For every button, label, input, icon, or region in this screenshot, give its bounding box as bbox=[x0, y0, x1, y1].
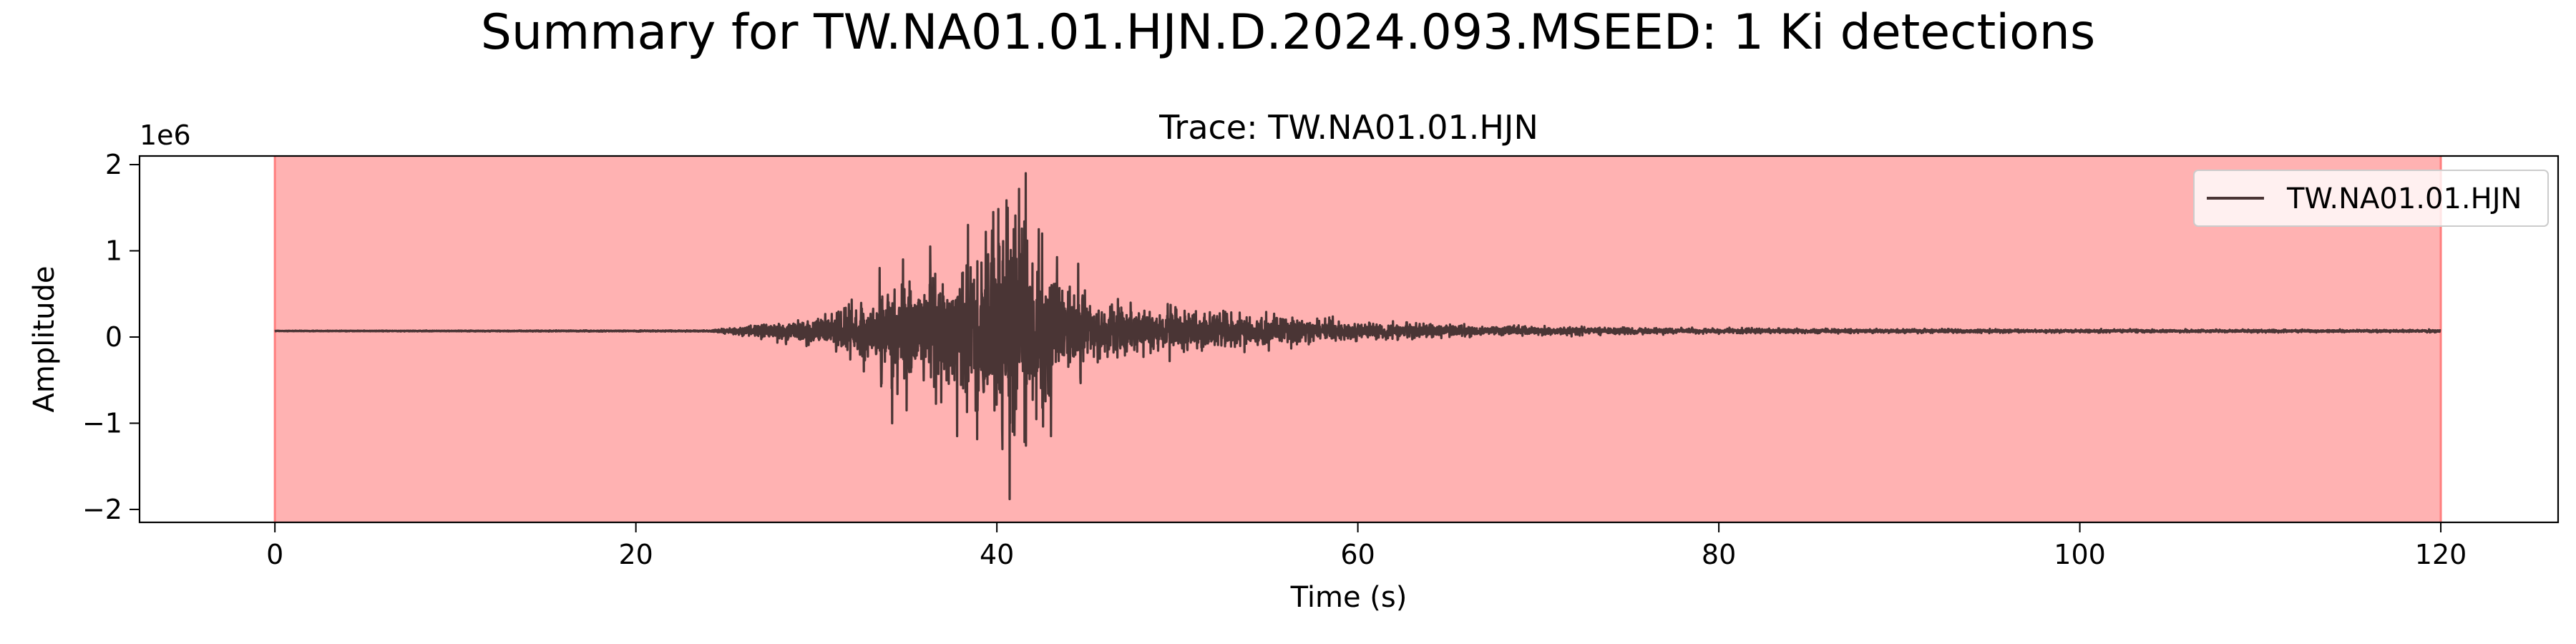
y-offset-text: 1e6 bbox=[140, 119, 191, 151]
x-tick-label: 0 bbox=[266, 539, 283, 570]
waveform-line bbox=[273, 172, 2442, 501]
y-tick-label: −2 bbox=[82, 494, 122, 525]
y-tick-label: 0 bbox=[105, 321, 122, 353]
x-tick-label: 60 bbox=[1340, 539, 1375, 570]
x-tick-label: 100 bbox=[2054, 539, 2106, 570]
axes-title: Trace: TW.NA01.01.HJN bbox=[1158, 108, 1538, 147]
y-tick-label: −1 bbox=[82, 407, 122, 439]
x-tick-label: 20 bbox=[618, 539, 653, 570]
figure-title: Summary for TW.NA01.01.HJN.D.2024.093.MS… bbox=[480, 4, 2096, 61]
x-axis-label: Time (s) bbox=[1290, 581, 1407, 614]
legend-label: TW.NA01.01.HJN bbox=[2286, 182, 2522, 215]
y-tick-label: 1 bbox=[105, 235, 122, 267]
x-tick-label: 120 bbox=[2415, 539, 2467, 570]
y-axis-label: Amplitude bbox=[28, 266, 61, 413]
y-axis: 2 1 0 −1 −2 bbox=[82, 149, 140, 525]
legend: TW.NA01.01.HJN bbox=[2193, 170, 2549, 227]
axes-frame bbox=[138, 155, 2560, 524]
legend-box bbox=[2193, 170, 2549, 227]
detection-span bbox=[275, 156, 2441, 522]
x-axis: 0 20 40 60 80 100 120 bbox=[266, 522, 2467, 570]
x-tick-label: 40 bbox=[980, 539, 1014, 570]
y-tick-label: 2 bbox=[105, 149, 122, 180]
x-tick-label: 80 bbox=[1702, 539, 1736, 570]
